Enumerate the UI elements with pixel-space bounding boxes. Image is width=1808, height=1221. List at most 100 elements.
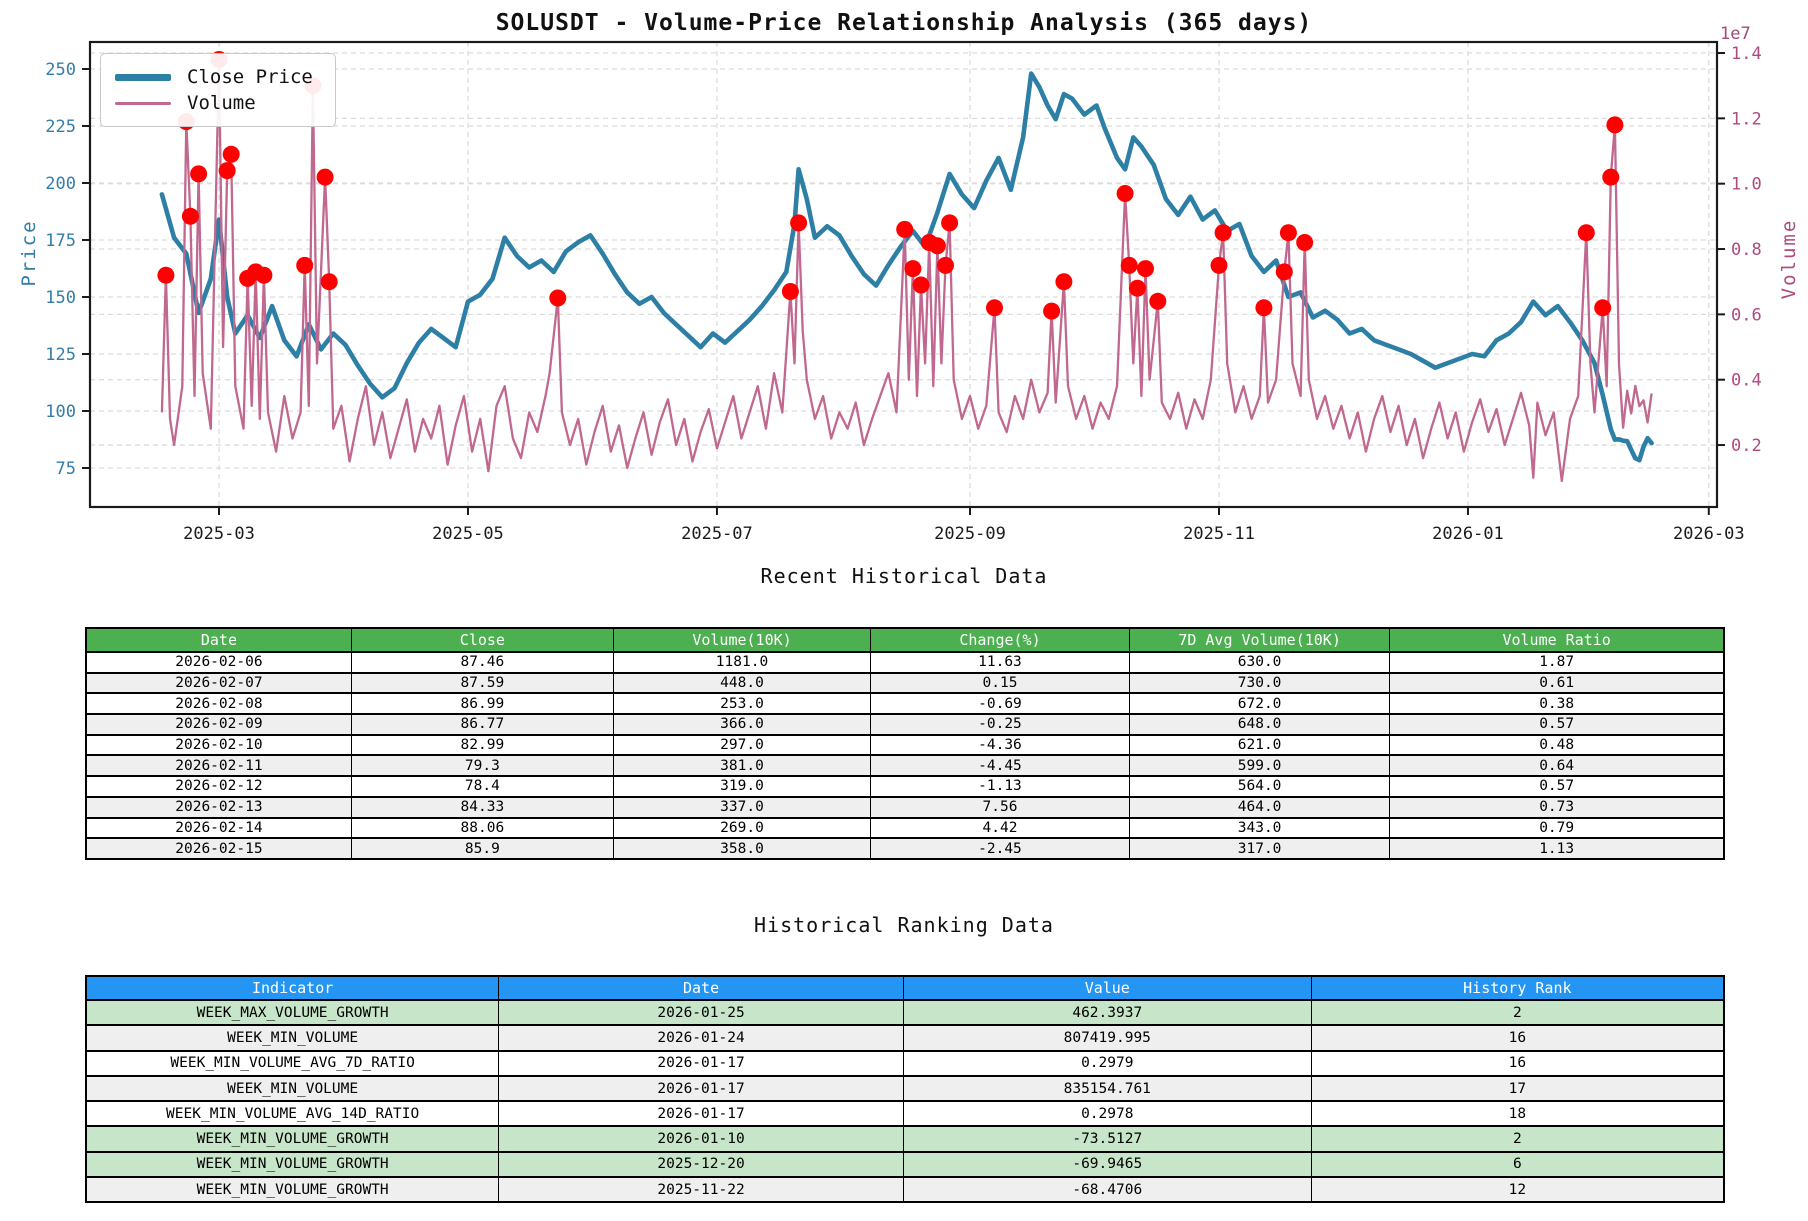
date-tick-label: 2026-01 <box>1432 524 1504 544</box>
table-cell: 86.99 <box>350 692 614 716</box>
volume-anomaly-dot <box>928 237 946 255</box>
table-cell: 730.0 <box>1128 671 1391 695</box>
table-cell: 0.79 <box>1389 816 1725 840</box>
date-tick-label: 2025-11 <box>1183 524 1255 544</box>
table-cell: 0.48 <box>1389 733 1725 757</box>
table-row: WEEK_MIN_VOLUME 2026-01-24 807419.995 16 <box>85 1024 1725 1052</box>
volume-anomaly-dot <box>941 214 959 232</box>
column-header: Indicator <box>85 975 500 1001</box>
volume-line <box>160 58 1653 483</box>
volume-anomaly-dot <box>1255 299 1273 317</box>
table-row: 2026-02-06 87.46 1181.0 11.63 630.0 1.87 <box>85 651 1725 674</box>
volume-anomaly-dot <box>320 273 338 291</box>
plot-border <box>88 40 1719 509</box>
table-cell: WEEK_MIN_VOLUME_GROWTH <box>85 1150 500 1179</box>
volume-tick-label: 0.6 <box>1731 305 1762 325</box>
table-cell: -1.13 <box>870 775 1130 798</box>
table-cell: 358.0 <box>612 837 872 860</box>
date-tick-label: 2025-09 <box>934 524 1006 544</box>
price-tick-label: 175 <box>45 231 76 251</box>
volume-anomaly-dot <box>157 266 175 284</box>
table-cell: 16 <box>1310 1049 1725 1077</box>
table-cell: 269.0 <box>612 816 872 840</box>
table-cell: 672.0 <box>1128 692 1391 716</box>
table-row: WEEK_MIN_VOLUME_AVG_14D_RATIO 2026-01-17 0… <box>85 1100 1725 1128</box>
table-row: 2026-02-13 84.33 337.0 7.56 464.0 0.73 <box>85 795 1725 819</box>
volume-anomaly-dot <box>190 165 208 183</box>
table-cell: 366.0 <box>612 713 872 736</box>
table-cell: 621.0 <box>1128 733 1391 757</box>
volume-anomaly-dot <box>549 289 567 307</box>
date-tick-label: 2025-05 <box>432 524 504 544</box>
table-cell: 12 <box>1310 1176 1725 1204</box>
table-cell: 2026-02-09 <box>85 713 352 736</box>
volume-anomaly-dot <box>1043 302 1061 320</box>
volume-anomaly-dot <box>1149 292 1167 310</box>
table-cell: 79.3 <box>350 754 614 778</box>
table-cell: 4.42 <box>870 816 1130 840</box>
table-row: 2026-02-09 86.77 366.0 -0.25 648.0 0.57 <box>85 713 1725 736</box>
table-cell: 88.06 <box>350 816 614 840</box>
table-cell: 11.63 <box>870 651 1130 674</box>
table-cell: 835154.761 <box>902 1074 1312 1103</box>
table-row: 2026-02-15 85.9 358.0 -2.45 317.0 1.13 <box>85 837 1725 860</box>
table-row: WEEK_MAX_VOLUME_GROWTH 2026-01-25 462.3937… <box>85 998 1725 1027</box>
volume-tick-label: 1.2 <box>1731 109 1762 129</box>
table-row: WEEK_MIN_VOLUME_AVG_7D_RATIO 2026-01-17 0.… <box>85 1049 1725 1077</box>
table-cell: 319.0 <box>612 775 872 798</box>
table-row: WEEK_MIN_VOLUME_GROWTH 2026-01-10 -73.5127… <box>85 1125 1725 1153</box>
table-cell: 343.0 <box>1128 816 1391 840</box>
chart-legend: Close Price Volume <box>100 53 336 127</box>
table-cell: 84.33 <box>350 795 614 819</box>
legend-label: Close Price <box>187 66 313 88</box>
table-row: WEEK_MIN_VOLUME_GROWTH 2025-12-20 -69.9465… <box>85 1150 1725 1179</box>
price-tick-label: 125 <box>45 345 76 365</box>
table-row: 2026-02-14 88.06 269.0 4.42 343.0 0.79 <box>85 816 1725 840</box>
recent-historical-data-table: Date Close Volume(10K) Change(%) 7D Avg Volu… <box>85 627 1725 860</box>
table-cell: 2026-02-07 <box>85 671 352 695</box>
table-cell: -69.9465 <box>902 1150 1312 1179</box>
table-cell: 0.2979 <box>902 1049 1312 1077</box>
recent-historical-data-table-wrap: Date Close Volume(10K) Change(%) 7D Avg Volu… <box>85 627 1725 860</box>
price-tick-label: 250 <box>45 60 76 80</box>
volume-anomaly-dot <box>181 207 199 225</box>
volume-anomaly-dot <box>904 260 922 278</box>
table-row: 2026-02-07 87.59 448.0 0.15 730.0 0.61 <box>85 671 1725 695</box>
table-cell: 2026-01-17 <box>498 1049 904 1077</box>
table-cell: 1.87 <box>1389 651 1725 674</box>
volume-line-swatch <box>115 101 171 105</box>
table-cell: 0.64 <box>1389 754 1725 778</box>
table-cell: -68.4706 <box>902 1176 1312 1204</box>
table-cell: 2 <box>1310 1125 1725 1153</box>
historical-ranking-table-wrap: Indicator Date Value History Rank WEEK_MAX_V… <box>85 975 1725 1204</box>
table-header-row: Date Close Volume(10K) Change(%) 7D Avg Volu… <box>85 627 1725 653</box>
price-volume-chart: 75 100 125 150 175 200 225 250 0.2 0.4 0.6 0.8 1.0 1.… <box>45 40 1762 544</box>
legend-item-volume: Volume <box>115 90 321 116</box>
volume-anomaly-dot <box>1606 116 1624 134</box>
chart-xlabel-and-table-title: Recent Historical Data <box>760 564 1048 588</box>
volume-anomaly-dot <box>937 256 954 274</box>
volume-anomaly-dot <box>1210 256 1228 274</box>
volume-tick-label: 1.0 <box>1731 175 1762 195</box>
column-header: 7D Avg Volume(10K) <box>1128 627 1391 653</box>
price-tick-label: 225 <box>45 117 76 137</box>
table-cell: 17 <box>1310 1074 1725 1103</box>
table-cell: 599.0 <box>1128 754 1391 778</box>
price-tick-label: 75 <box>56 459 76 479</box>
table-cell: 0.2978 <box>902 1100 1312 1128</box>
price-tick-label: 200 <box>45 174 76 194</box>
table-cell: 6 <box>1310 1150 1725 1179</box>
table-cell: 82.99 <box>350 733 614 757</box>
table-cell: -4.45 <box>870 754 1130 778</box>
table-cell: 0.73 <box>1389 795 1725 819</box>
table-cell: 2026-02-10 <box>85 733 352 757</box>
table-cell: 2026-02-15 <box>85 837 352 860</box>
volume-anomaly-dot <box>1214 224 1232 242</box>
table-cell: 337.0 <box>612 795 872 819</box>
table-cell: 253.0 <box>612 692 872 716</box>
column-header: Volume Ratio <box>1389 627 1725 653</box>
volume-anomaly-dot <box>1055 273 1073 291</box>
table-cell: 1181.0 <box>612 651 872 674</box>
table-cell: WEEK_MIN_VOLUME_GROWTH <box>85 1125 500 1153</box>
